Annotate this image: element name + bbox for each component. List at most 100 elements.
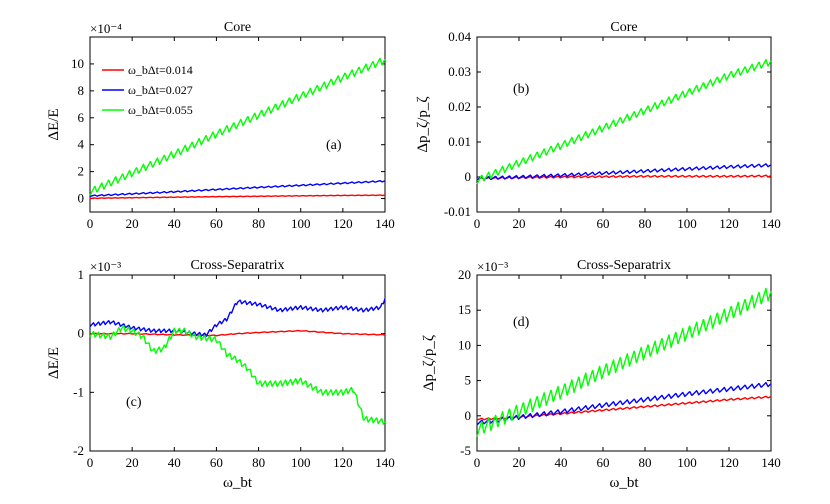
panel-a: Core ×10⁻⁴ ΔE/E (a) 0 20 40 60 80 100 120 140 0 2… bbox=[46, 20, 395, 231]
chart-title: Cross-Separatrix bbox=[577, 258, 671, 273]
panel-annotation: (d) bbox=[513, 315, 530, 330]
series-line-2 bbox=[89, 179, 386, 198]
x-tick-label: 80 bbox=[252, 216, 265, 231]
series-line-3 bbox=[89, 325, 386, 425]
y-tick-label: 20 bbox=[458, 267, 471, 282]
x-tick-label: 60 bbox=[210, 455, 223, 470]
x-tick-label: 40 bbox=[168, 216, 181, 231]
chart-title: Core bbox=[610, 20, 637, 35]
y-tick-label: 15 bbox=[458, 302, 471, 317]
y-tick-label: 0 bbox=[78, 191, 85, 206]
x-tick-label: 0 bbox=[87, 216, 94, 231]
x-axis-label: ω_bt bbox=[609, 475, 639, 491]
x-tick-label: 100 bbox=[291, 216, 311, 231]
x-tick-label: 140 bbox=[761, 216, 781, 231]
x-tick-label: 20 bbox=[513, 455, 526, 470]
x-tick-label: 40 bbox=[555, 455, 568, 470]
y-tick-label: 10 bbox=[71, 56, 84, 71]
panel-annotation: (a) bbox=[326, 138, 342, 153]
series-line-3 bbox=[89, 57, 386, 196]
x-tick-label: 80 bbox=[639, 455, 652, 470]
y-tick-label: -1 bbox=[73, 384, 84, 399]
y-tick-label: 1 bbox=[78, 267, 85, 282]
y-tick-label: 4 bbox=[78, 137, 85, 152]
x-tick-label: 60 bbox=[597, 216, 610, 231]
x-tick-label: 60 bbox=[210, 216, 223, 231]
x-tick-label: 120 bbox=[719, 455, 739, 470]
x-tick-label: 60 bbox=[597, 455, 610, 470]
panel-annotation: (c) bbox=[126, 395, 142, 410]
legend-entry-1: ω_bΔt=0.014 bbox=[128, 63, 193, 77]
plot-frame bbox=[476, 36, 772, 213]
x-tick-label: 140 bbox=[375, 455, 395, 470]
x-tick-label: 120 bbox=[333, 216, 353, 231]
plot-area bbox=[476, 287, 772, 437]
y-tick-label: 5 bbox=[465, 373, 472, 388]
x-axis-label: ω_bt bbox=[223, 475, 253, 491]
y-tick-label: 2 bbox=[78, 164, 85, 179]
y-axis-label: Δp_ζ/p_ζ bbox=[415, 96, 431, 152]
y-tick-label: 10 bbox=[458, 337, 471, 352]
y-tick-label: 0.02 bbox=[448, 99, 471, 114]
plot-frame bbox=[89, 36, 386, 213]
legend-entry-3: ω_bΔt=0.055 bbox=[128, 103, 193, 117]
y-tick-label: -2 bbox=[73, 443, 84, 458]
chart-title: Core bbox=[224, 20, 251, 35]
y-tick-label: 0.03 bbox=[448, 64, 471, 79]
y-tick-label: 0.01 bbox=[448, 134, 471, 149]
exponent-label: ×10⁻³ bbox=[90, 259, 121, 274]
x-tick-label: 140 bbox=[375, 216, 395, 231]
panel-d: Cross-Separatrix ×10⁻³ Δp_ζ/p_ζ ω_bt (d)… bbox=[421, 258, 781, 491]
x-tick-label: 100 bbox=[677, 216, 697, 231]
plot-area bbox=[89, 57, 386, 200]
series-line-2 bbox=[89, 298, 386, 337]
series-line-3 bbox=[476, 58, 772, 185]
y-tick-label: 0 bbox=[465, 169, 472, 184]
y-axis-label: Δp_ζ/p_ζ bbox=[421, 335, 437, 391]
x-tick-label: 20 bbox=[126, 455, 139, 470]
panel-c: Cross-Separatrix ×10⁻³ ΔE/E ω_bt (c) 0 20… bbox=[46, 258, 395, 491]
y-axis-label: ΔE/E bbox=[46, 347, 62, 379]
panel-annotation: (b) bbox=[513, 82, 530, 97]
x-tick-label: 0 bbox=[474, 455, 481, 470]
y-tick-label: 0 bbox=[465, 408, 472, 423]
series-line-1 bbox=[89, 194, 386, 200]
panel-b: Core Δp_ζ/p_ζ (b) 0 20 40 60 80 100 120 140 -0.0… bbox=[415, 20, 781, 231]
x-tick-label: 100 bbox=[291, 455, 311, 470]
x-tick-label: 80 bbox=[252, 455, 265, 470]
chart-title: Cross-Separatrix bbox=[190, 258, 284, 273]
x-tick-label: 120 bbox=[719, 216, 739, 231]
x-tick-label: 100 bbox=[677, 455, 697, 470]
x-tick-label: 40 bbox=[555, 216, 568, 231]
x-tick-label: 20 bbox=[126, 216, 139, 231]
series-line-2 bbox=[476, 381, 772, 426]
x-tick-label: 0 bbox=[474, 216, 481, 231]
x-tick-label: 80 bbox=[639, 216, 652, 231]
legend: ω_bΔt=0.014 ω_bΔt=0.027 ω_bΔt=0.055 bbox=[102, 63, 193, 117]
y-tick-label: 0.04 bbox=[448, 29, 471, 44]
x-tick-label: 0 bbox=[87, 455, 94, 470]
plot-frame bbox=[476, 274, 772, 452]
axis-ticks: 0 20 40 60 80 100 120 140 0 2 4 6 8 10 bbox=[71, 37, 395, 231]
plot-area bbox=[89, 298, 386, 425]
exponent-label: ×10⁻⁴ bbox=[90, 21, 122, 36]
x-tick-label: 140 bbox=[761, 455, 781, 470]
series-line-3 bbox=[476, 287, 772, 437]
x-tick-label: 40 bbox=[168, 455, 181, 470]
y-tick-label: 8 bbox=[78, 83, 85, 98]
y-axis-label: ΔE/E bbox=[46, 108, 62, 140]
plot-area bbox=[476, 58, 772, 185]
x-tick-label: 120 bbox=[333, 455, 353, 470]
axis-ticks: 0 20 40 60 80 100 120 140 -2 -1 0 1 bbox=[73, 267, 395, 470]
y-tick-label: 6 bbox=[78, 110, 85, 125]
y-tick-label: 0 bbox=[78, 326, 85, 341]
y-tick-label: -5 bbox=[460, 443, 471, 458]
exponent-label: ×10⁻³ bbox=[477, 259, 508, 274]
series-line-2 bbox=[476, 163, 772, 181]
plot-frame bbox=[89, 274, 386, 452]
legend-entry-2: ω_bΔt=0.027 bbox=[128, 83, 193, 97]
x-tick-label: 20 bbox=[513, 216, 526, 231]
